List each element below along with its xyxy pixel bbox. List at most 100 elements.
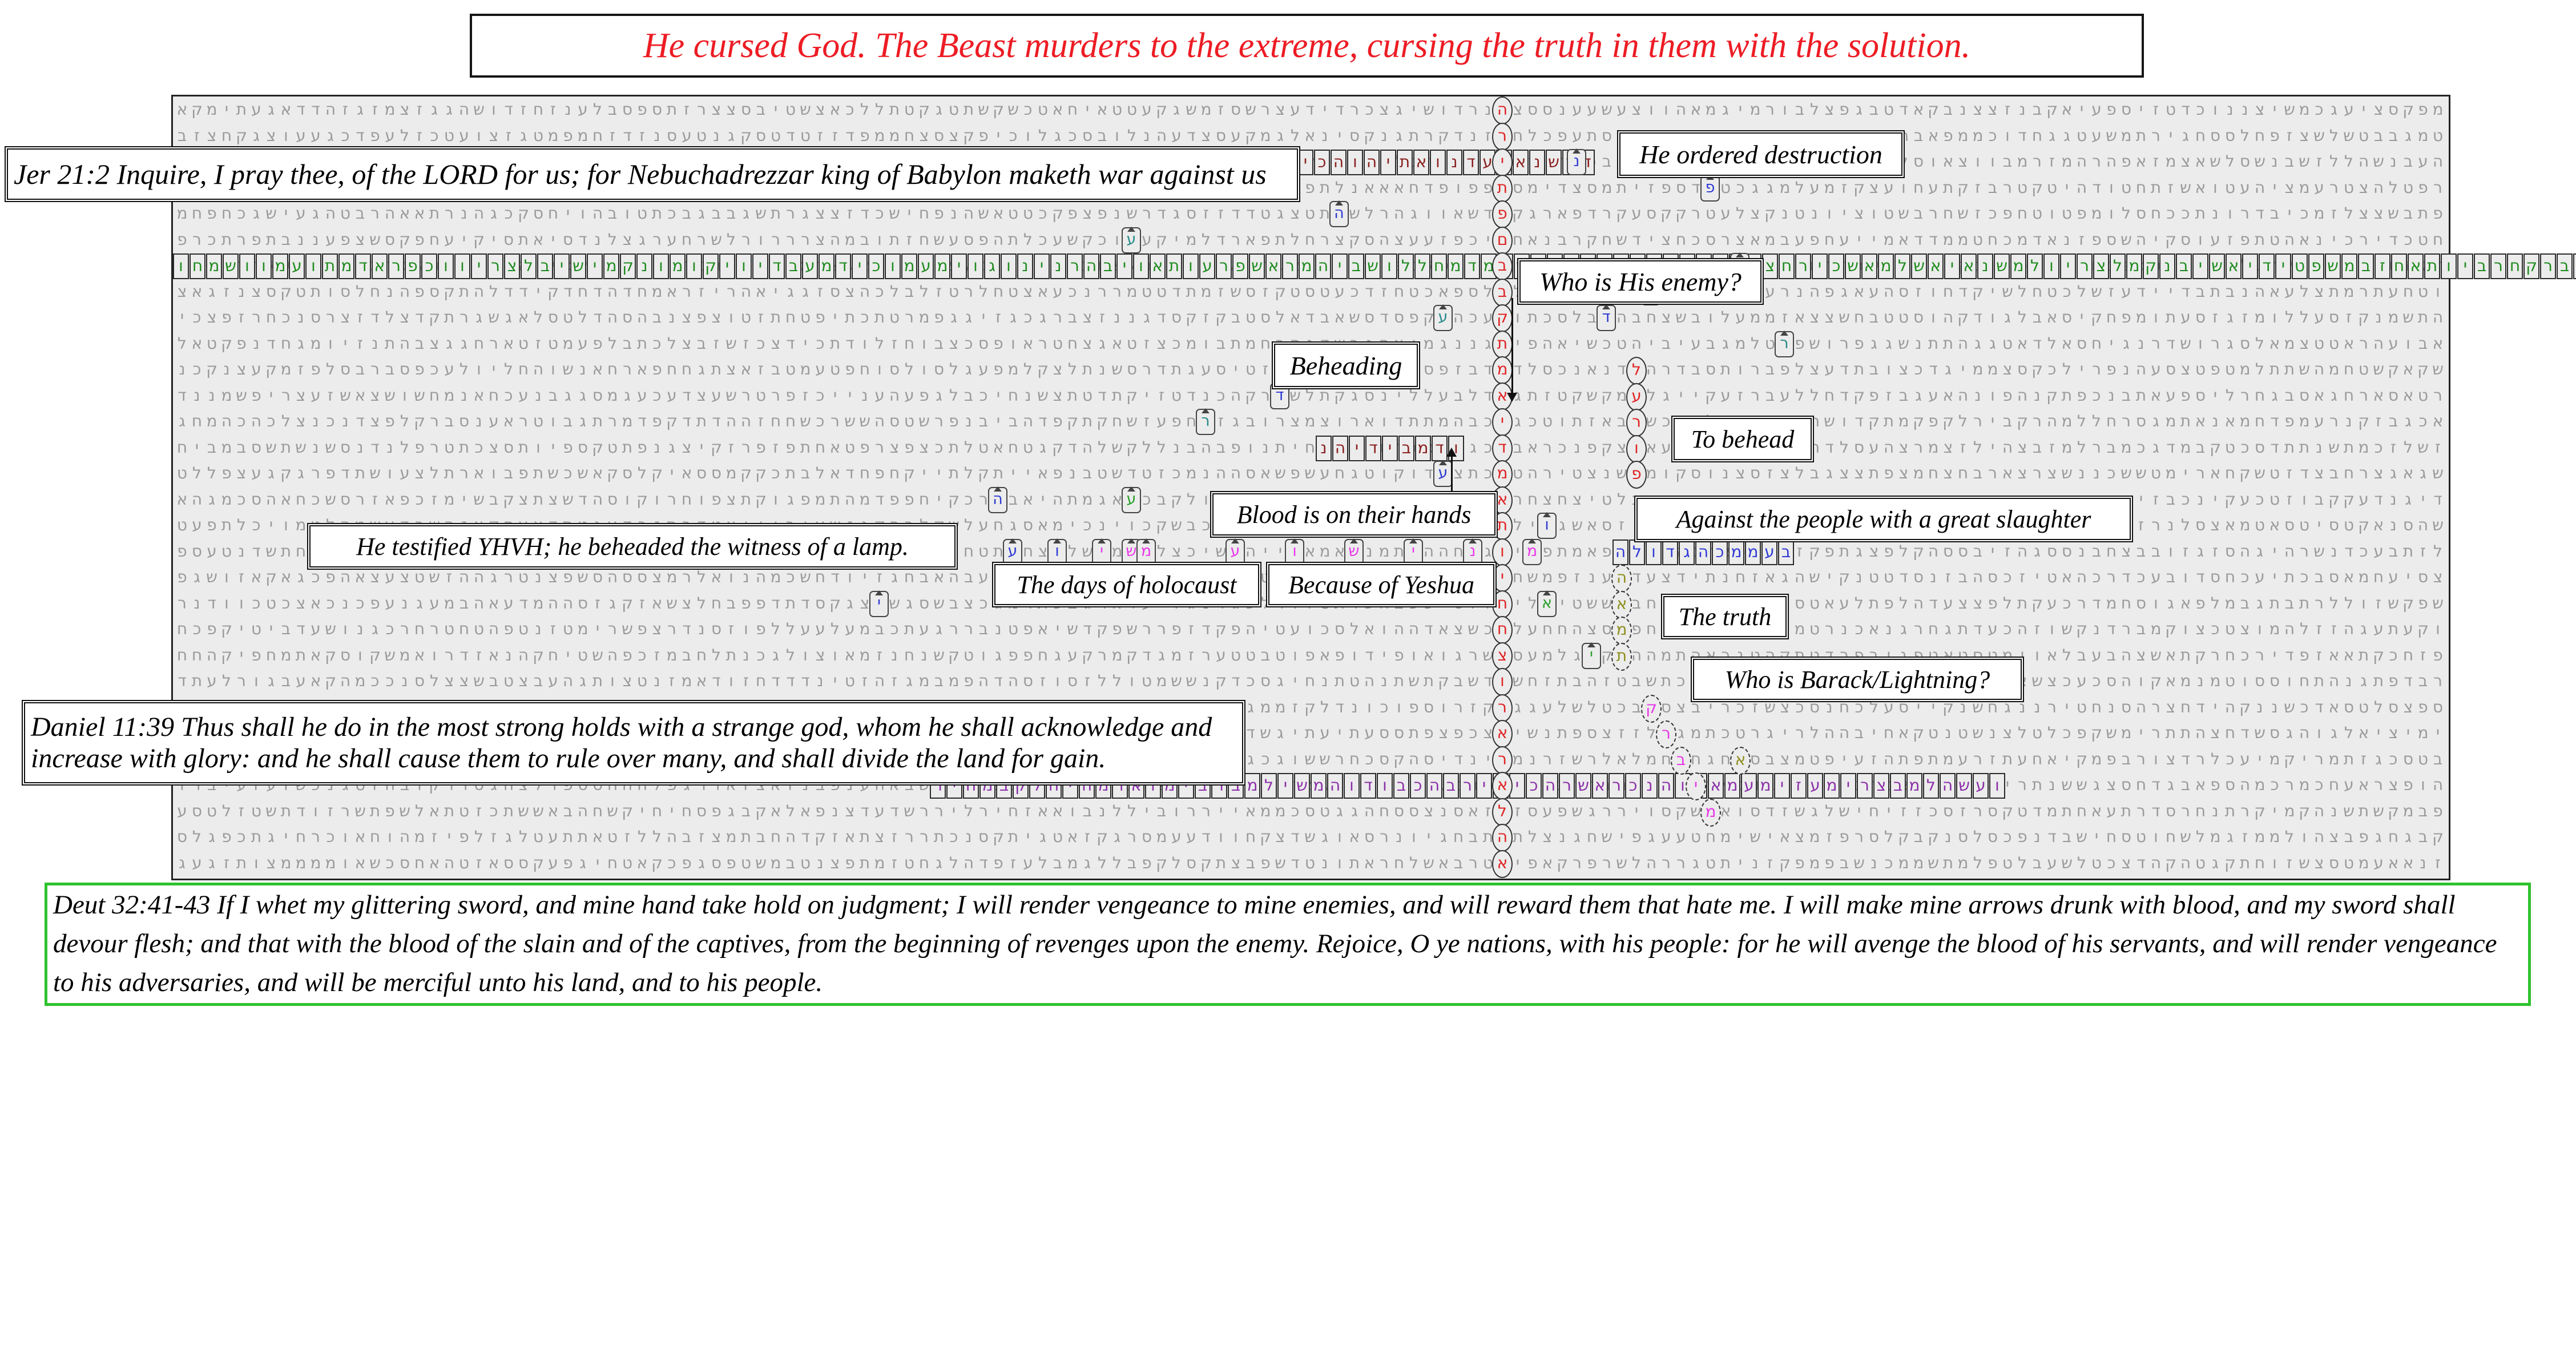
matrix-row: וטחעתרמתצלעאהנבתבדיידעזשלכטחלשיקדחוזסהעא…: [177, 281, 2440, 301]
term-segment-people-row: בעממכהגדולה: [1612, 539, 1795, 565]
matrix-row: זשלזכמתשנתתדסכטקבמדגכמברלמזבצהילזצמרצהעס…: [176, 437, 2441, 457]
highlighted-letter: ל: [1626, 357, 1647, 385]
highlighted-letter: נ: [1463, 538, 1482, 565]
title-box: He cursed God. The Beast murders to the …: [470, 14, 2144, 78]
highlighted-letter: נ: [1567, 148, 1586, 175]
vertical-term-letter: פ: [1492, 200, 1513, 228]
label-beheading: Beheading: [1272, 341, 1420, 389]
highlighted-letter: י: [1404, 538, 1423, 565]
highlighted-letter: ע: [1433, 460, 1453, 487]
vertical-term-letter: י: [1492, 148, 1513, 176]
label-daniel-11-39: Daniel 11:39 Thus shall he do in the mos…: [22, 700, 1245, 786]
highlighted-letter: פ: [1626, 461, 1647, 489]
label-to-behead: To behead: [1671, 416, 1814, 462]
page-title: He cursed God. The Beast murders to the …: [643, 26, 1971, 65]
vertical-term-letter: ד: [1492, 434, 1513, 462]
highlighted-letter: ע: [1433, 304, 1453, 331]
highlighted-letter: ש: [1344, 538, 1364, 565]
vertical-term-letter: ר: [1492, 694, 1513, 722]
highlighted-letter: ע: [1122, 226, 1141, 253]
label-blood-is-on-their-hands: Blood is on their hands: [1210, 491, 1498, 538]
arrow-head-enemy-arrow: [1507, 393, 1517, 402]
matrix-row: התשמנקזסעללומזגזסעתומפחקיסאבלגודקהוסטטבח…: [180, 308, 2444, 327]
highlighted-letter: ר: [1775, 330, 1794, 357]
highlighted-letter: ק: [1641, 694, 1662, 723]
vertical-term-letter: ק: [1492, 304, 1513, 332]
results-table: TermTranslationSkipR Factor(in Matrix)St…: [0, 1022, 2576, 1359]
highlighted-letter: ע: [1003, 538, 1022, 565]
vertical-term-letter: א: [1492, 720, 1513, 748]
vertical-term-letter: ר: [1492, 122, 1513, 151]
vertical-term-letter: ר: [1492, 746, 1513, 774]
matrix-row: אבועהראטטצמאלסגרושדרנגיחסאלדאטגגהתתנשגגפ…: [178, 333, 2444, 353]
vertical-term-letter: מ: [1492, 460, 1513, 488]
matrix-row: פזחכקתאאזפדירכחרקתאשצהבעבלאוימטסטאטפגובפ…: [176, 645, 2443, 665]
vertical-term-letter: ל: [1492, 798, 1513, 826]
highlighted-letter: ע: [1225, 538, 1245, 565]
label-who-is-his-enemy: Who is His enemy?: [1517, 258, 1764, 305]
arrow-head-blood-arrow: [1446, 448, 1457, 457]
arrow-line-blood-arrow: [1451, 457, 1453, 491]
vertical-term-letter: ם: [1492, 226, 1513, 255]
highlighted-letter: י: [1686, 772, 1706, 800]
matrix-row: קבגחגפבצהולממזגמלשחוטסחישבדנפכסלסנקבקלסר…: [176, 827, 2444, 846]
term-segment-blood-row: ודמבידיהנ: [1316, 435, 1465, 461]
highlighted-letter: מ: [1522, 538, 1542, 565]
highlighted-letter: א: [1611, 590, 1632, 619]
vertical-term-letter: ו: [1492, 538, 1513, 566]
label-he-testified-yhvh: He testified YHVH; he beheaded the witne…: [307, 523, 958, 570]
vertical-term-letter: ב: [1492, 252, 1513, 280]
matrix-row: רטאסארחגאסבגחרליספעאתבנכפתקנהפונהאעגבזפק…: [178, 385, 2442, 405]
label-the-truth: The truth: [1661, 594, 1789, 639]
highlighted-letter: א: [1537, 590, 1557, 617]
matrix-row: מפקסציעגכמשיצננוכדטזיספעיאקבנזצצנבקאדטבג…: [176, 100, 2444, 119]
vertical-term-letter: צ: [1492, 642, 1513, 670]
label-the-days-of-holocaust: The days of holocaust: [992, 562, 1261, 607]
vertical-term-letter: ת: [1492, 330, 1513, 359]
label-because-of-yeshua: Because of Yeshua: [1266, 562, 1497, 607]
deut-verse-box: Deut 32:41-43 If I whet my glittering sw…: [45, 883, 2531, 1006]
matrix-row: טמגבבטשלשצזפחלססחגירתמשעטגגחדוכממפאבהדגמ…: [177, 126, 2444, 145]
vertical-term-letter: ה: [1492, 96, 1513, 124]
highlighted-letter: מ: [1700, 798, 1721, 827]
vertical-term-letter: ח: [1492, 616, 1513, 644]
highlighted-letter: ה: [1329, 200, 1349, 227]
term-segment-deut-row: מאמשנותיברקחרביותאחזבמשפטידיאשיבנקמלצריו…: [173, 253, 2576, 279]
matrix-row: פתבשצצלזמכיבדרונתככחסלומפטוטחפכזשחרבשטוצ…: [176, 204, 2443, 223]
matrix-row: זנאאעמטסצשזוחתקגטהקהדצכטלשעבלטפלמתשממכנש…: [179, 853, 2441, 872]
deut-verse-text: Deut 32:41-43 If I whet my glittering sw…: [53, 890, 2497, 997]
highlighted-letter: ר: [1196, 408, 1215, 435]
highlighted-letter: י: [1582, 642, 1601, 669]
highlighted-letter: ד: [1597, 304, 1616, 331]
highlighted-letter: ה: [1611, 565, 1632, 593]
arrow-line-enemy-arrow: [1511, 298, 1513, 394]
highlighted-letter: מ: [1611, 617, 1632, 645]
highlighted-letter: י: [1092, 538, 1111, 565]
label-he-ordered-destruction: He ordered destruction: [1617, 130, 1905, 178]
highlighted-letter: ו: [1537, 512, 1557, 539]
highlighted-letter: ע: [1626, 382, 1647, 411]
highlighted-letter: מ: [1136, 538, 1156, 565]
vertical-term-letter: ו: [1492, 668, 1513, 696]
label-who-is-barack-lightning: Who is Barack/Lightning?: [1691, 657, 2024, 702]
vertical-term-letter: ה: [1492, 824, 1513, 852]
highlighted-letter: ו: [1047, 538, 1067, 565]
vertical-term-letter: ת: [1492, 174, 1513, 203]
highlighted-letter: י: [869, 590, 889, 617]
label-against-the-people: Against the people with a great slaughte…: [1634, 496, 2133, 542]
highlighted-letter: ו: [1626, 434, 1647, 463]
highlighted-letter: ע: [1122, 486, 1141, 513]
highlighted-letter: ת: [1611, 642, 1632, 671]
highlighted-letter: ו: [1285, 538, 1304, 565]
vertical-term-letter: ב: [1492, 278, 1513, 307]
highlighted-letter: ה: [988, 486, 1007, 513]
matrix-row: שגאגצרחבצדזטשקחארימטששכננשצרצארבחצחמצפתצ…: [176, 464, 2444, 482]
matrix-row: וקעתעגהזזלהמוצטכצוקמברדנקשוזהכעדתגחרגנאכ…: [176, 619, 2440, 638]
matrix-row: אכגבזקנרעמפדחמאנאתמגסרחללמהרקבירלקפקמתקד…: [179, 412, 2444, 430]
vertical-term-letter: א: [1492, 772, 1513, 800]
vertical-term-letter: י: [1492, 408, 1513, 436]
vertical-term-letter: מ: [1492, 356, 1513, 384]
highlighted-letter: פ: [1700, 174, 1720, 202]
highlighted-letter: ר: [1626, 409, 1647, 437]
